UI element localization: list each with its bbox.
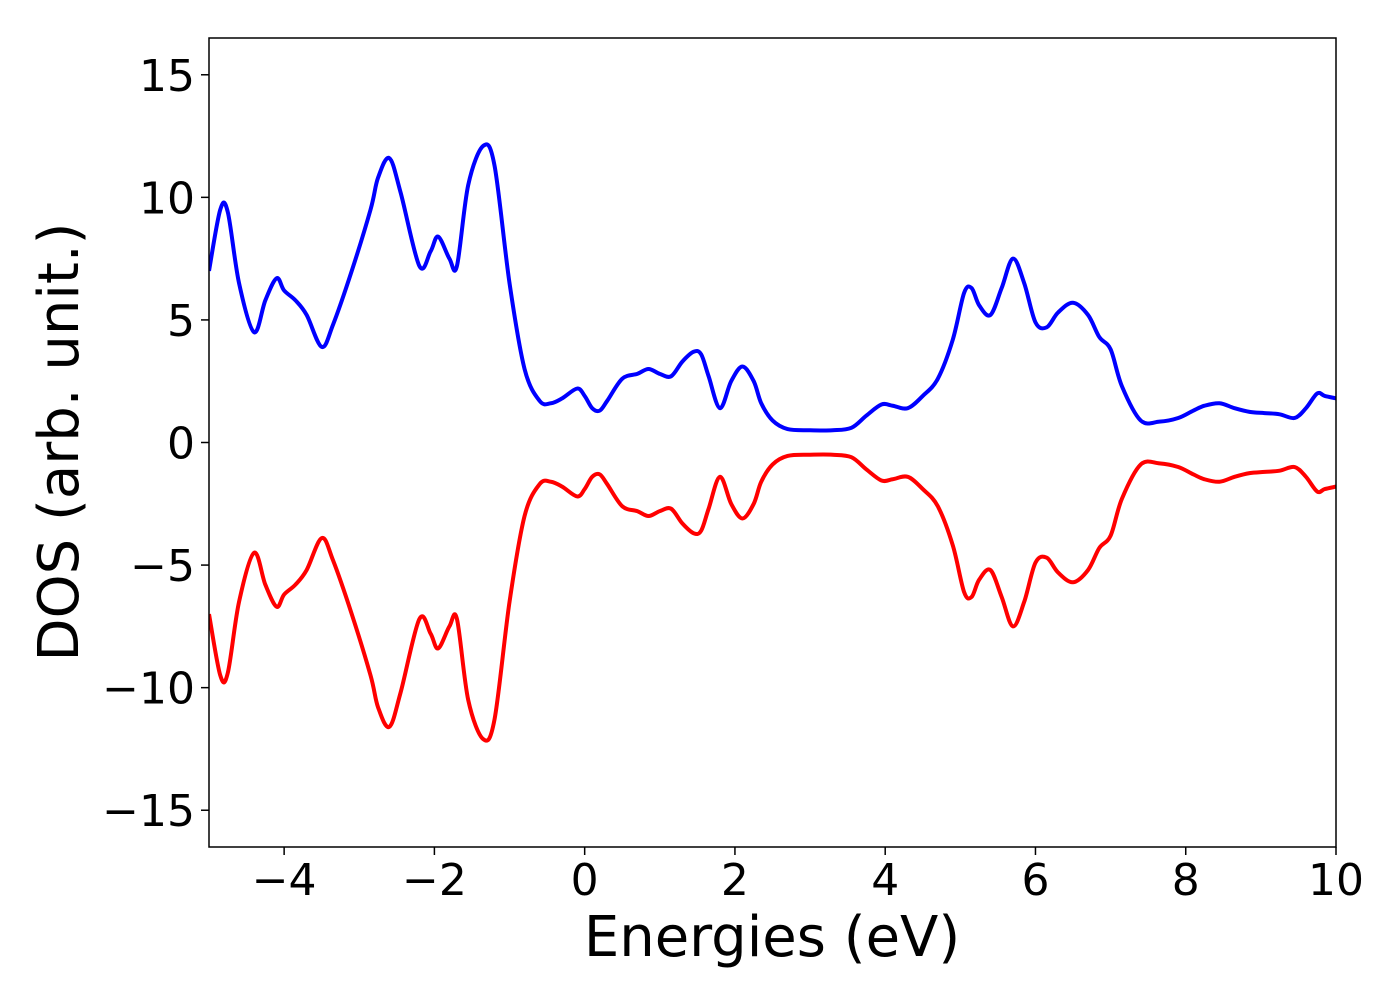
x-tick-label: 0 [571, 855, 599, 906]
y-axis-ticks: 15 10 5 0 −5 −10 −15 [102, 51, 209, 837]
series-line-1 [209, 142, 1336, 433]
series-line-2 [209, 452, 1336, 743]
y-tick-label: 5 [167, 296, 195, 347]
series-layer [209, 142, 1336, 743]
x-tick-label: −4 [252, 855, 317, 906]
x-tick-label: 8 [1172, 855, 1200, 906]
y-axis-label: DOS (arb. unit.) [27, 222, 92, 661]
y-tick-label: −5 [130, 541, 195, 592]
y-tick-label: 15 [139, 51, 195, 102]
y-tick-label: −10 [102, 664, 195, 715]
x-axis-label: Energies (eV) [584, 905, 960, 970]
x-tick-label: −2 [402, 855, 467, 906]
y-tick-label: 0 [167, 419, 195, 470]
x-tick-label: 2 [721, 855, 749, 906]
x-tick-label: 6 [1021, 855, 1049, 906]
y-tick-label: 10 [139, 173, 195, 224]
y-tick-label: −15 [102, 786, 195, 837]
x-tick-label: 4 [871, 855, 899, 906]
x-tick-label: 10 [1308, 855, 1364, 906]
x-axis-ticks: −4 −2 0 2 4 6 8 10 [252, 847, 1364, 906]
